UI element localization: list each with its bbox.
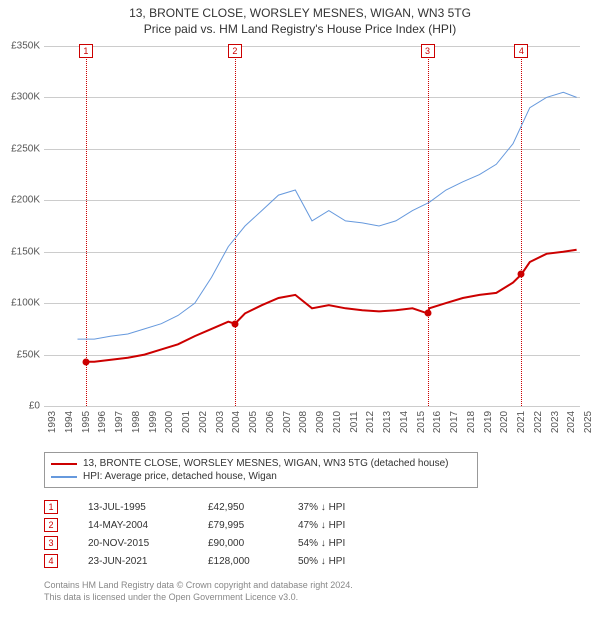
sale-marker-number: 3 xyxy=(421,44,435,58)
chart-subtitle: Price paid vs. HM Land Registry's House … xyxy=(0,20,600,36)
sales-row: 4 23-JUN-2021£128,00050% ↓ HPI xyxy=(44,552,358,570)
chart-container: 13, BRONTE CLOSE, WORSLEY MESNES, WIGAN,… xyxy=(0,0,600,620)
sale-pct: 50% ↓ HPI xyxy=(298,556,358,567)
sale-date: 23-JUN-2021 xyxy=(88,556,208,567)
legend-line-icon xyxy=(51,476,77,478)
y-axis-label: £250K xyxy=(11,143,40,154)
sales-row: 1 13-JUL-1995£42,95037% ↓ HPI xyxy=(44,498,358,516)
sale-price: £79,995 xyxy=(208,520,298,531)
sale-index-box: 4 xyxy=(44,554,58,568)
sale-marker-number: 1 xyxy=(79,44,93,58)
legend-item-hpi: HPI: Average price, detached house, Wiga… xyxy=(51,470,471,483)
sale-price: £90,000 xyxy=(208,538,298,549)
sale-pct: 37% ↓ HPI xyxy=(298,502,358,513)
y-axis-label: £300K xyxy=(11,92,40,103)
sale-index-box: 2 xyxy=(44,518,58,532)
y-axis-label: £50K xyxy=(17,349,40,360)
footer-line: Contains HM Land Registry data © Crown c… xyxy=(44,580,353,592)
sale-pct: 47% ↓ HPI xyxy=(298,520,358,531)
sale-index-box: 1 xyxy=(44,500,58,514)
sale-dot xyxy=(518,271,525,278)
x-axis-label: 2025 xyxy=(583,411,594,433)
sale-marker-number: 4 xyxy=(514,44,528,58)
sales-table: 1 13-JUL-1995£42,95037% ↓ HPI 2 14-MAY-2004… xyxy=(44,498,358,570)
chart-plot-area: £0£50K£100K£150K£200K£250K£300K£350K1993… xyxy=(44,46,580,416)
sale-date: 14-MAY-2004 xyxy=(88,520,208,531)
sales-row: 3 20-NOV-2015£90,00054% ↓ HPI xyxy=(44,534,358,552)
sale-pct: 54% ↓ HPI xyxy=(298,538,358,549)
sale-dot xyxy=(231,320,238,327)
sale-price: £128,000 xyxy=(208,556,298,567)
legend-label: 13, BRONTE CLOSE, WORSLEY MESNES, WIGAN,… xyxy=(83,458,448,469)
y-axis-label: £200K xyxy=(11,195,40,206)
sale-index-box: 3 xyxy=(44,536,58,550)
sale-date: 13-JUL-1995 xyxy=(88,502,208,513)
y-axis-label: £150K xyxy=(11,246,40,257)
legend-label: HPI: Average price, detached house, Wiga… xyxy=(83,471,277,482)
y-axis-label: £100K xyxy=(11,298,40,309)
sale-price: £42,950 xyxy=(208,502,298,513)
sale-dot xyxy=(82,358,89,365)
chart-title: 13, BRONTE CLOSE, WORSLEY MESNES, WIGAN,… xyxy=(0,0,600,20)
y-axis-label: £350K xyxy=(11,41,40,52)
legend-item-property: 13, BRONTE CLOSE, WORSLEY MESNES, WIGAN,… xyxy=(51,457,471,470)
series-line-hpi xyxy=(78,92,577,339)
sale-marker-number: 2 xyxy=(228,44,242,58)
sales-row: 2 14-MAY-2004£79,99547% ↓ HPI xyxy=(44,516,358,534)
legend-line-icon xyxy=(51,463,77,465)
footer: Contains HM Land Registry data © Crown c… xyxy=(44,580,353,603)
series-line-property xyxy=(86,250,577,362)
sale-dot xyxy=(424,310,431,317)
chart-svg xyxy=(44,46,580,416)
footer-line: This data is licensed under the Open Gov… xyxy=(44,592,353,604)
y-axis-label: £0 xyxy=(29,401,40,412)
legend: 13, BRONTE CLOSE, WORSLEY MESNES, WIGAN,… xyxy=(44,452,478,488)
sale-date: 20-NOV-2015 xyxy=(88,538,208,549)
